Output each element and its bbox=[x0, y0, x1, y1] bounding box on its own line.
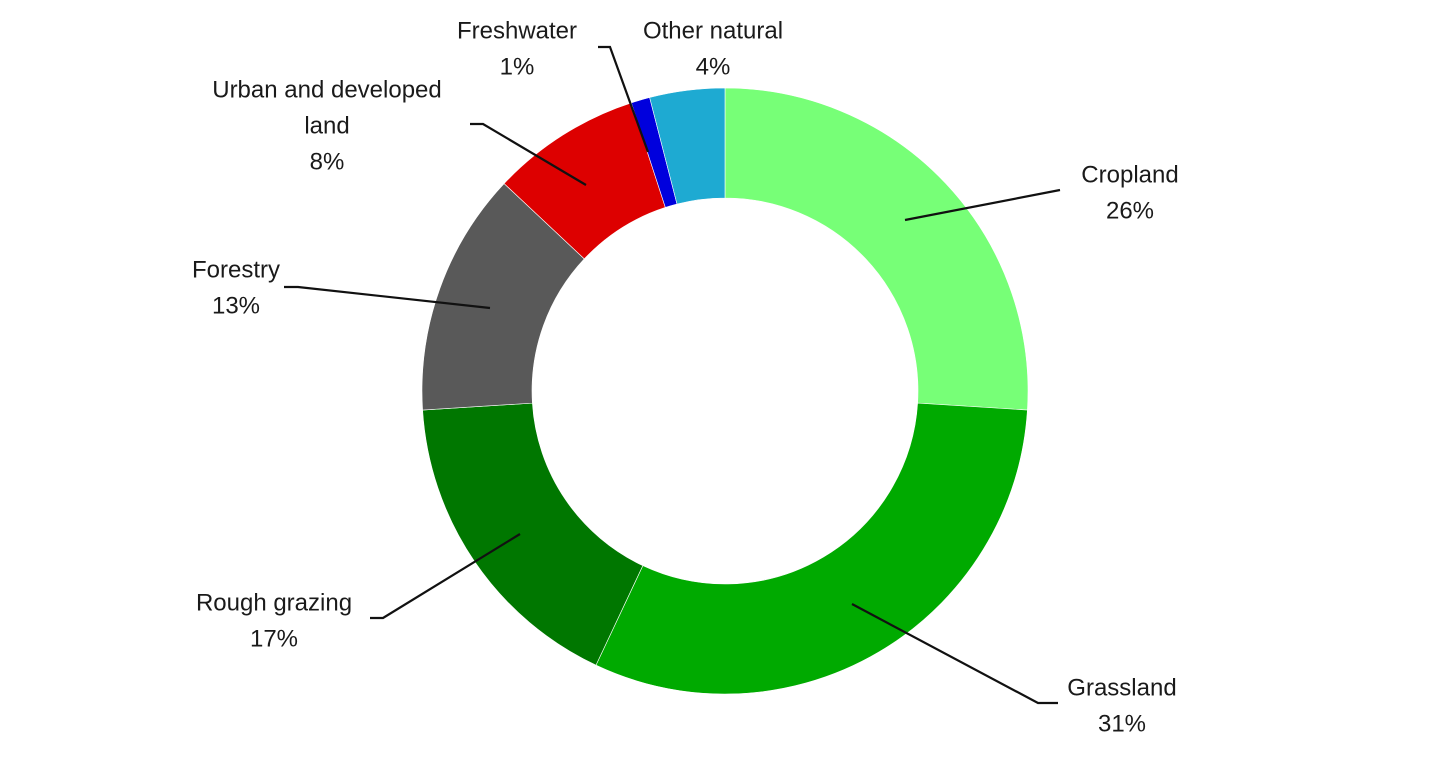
slice-label-value: 13% bbox=[212, 293, 260, 320]
data-label-cropland: Cropland 26% bbox=[1081, 162, 1178, 225]
slice-label-value: 17% bbox=[250, 626, 298, 653]
data-label-forestry: Forestry 13% bbox=[192, 257, 280, 320]
data-label-urban-and-developed-land: Urban and developed land 8% bbox=[212, 77, 442, 176]
slice-label-name: Freshwater bbox=[457, 18, 577, 45]
leader-line-cropland bbox=[904, 188, 1061, 222]
slice-label-name: Grassland bbox=[1067, 675, 1176, 702]
slice-rough-grazing bbox=[422, 402, 644, 666]
slice-label-name: Rough grazing bbox=[196, 590, 352, 617]
leader-line-rough-grazing bbox=[370, 533, 521, 620]
leader-line-freshwater bbox=[598, 45, 650, 153]
slice-grassland bbox=[595, 402, 1028, 695]
slice-other-natural bbox=[649, 87, 726, 205]
leader-line-urban-and-developed-land bbox=[470, 122, 587, 186]
leader-line-forestry bbox=[284, 285, 491, 310]
slice-label-name: Cropland bbox=[1081, 162, 1178, 189]
leader-line-grassland bbox=[851, 603, 1058, 705]
leaders-layer bbox=[284, 45, 1061, 705]
slice-label-name: Urban and developed bbox=[212, 77, 442, 104]
slice-label-name: Other natural bbox=[643, 18, 783, 45]
slice-label-value: 8% bbox=[310, 149, 345, 176]
data-label-freshwater: Freshwater 1% bbox=[457, 18, 577, 81]
slice-label-value: 1% bbox=[500, 54, 535, 81]
slice-label-value: 26% bbox=[1106, 198, 1154, 225]
slice-label-name: land bbox=[304, 113, 349, 140]
labels-layer: Cropland 26% Grassland 31% Rough grazing 17% F… bbox=[192, 18, 1179, 738]
data-label-grassland: Grassland 31% bbox=[1067, 675, 1176, 738]
data-label-rough-grazing: Rough grazing 17% bbox=[196, 590, 352, 653]
slices-layer bbox=[421, 87, 1029, 695]
slice-cropland bbox=[724, 87, 1029, 411]
slice-label-value: 4% bbox=[696, 54, 731, 81]
slice-label-name: Forestry bbox=[192, 257, 280, 284]
slice-label-value: 31% bbox=[1098, 711, 1146, 738]
data-label-other-natural: Other natural 4% bbox=[643, 18, 783, 81]
